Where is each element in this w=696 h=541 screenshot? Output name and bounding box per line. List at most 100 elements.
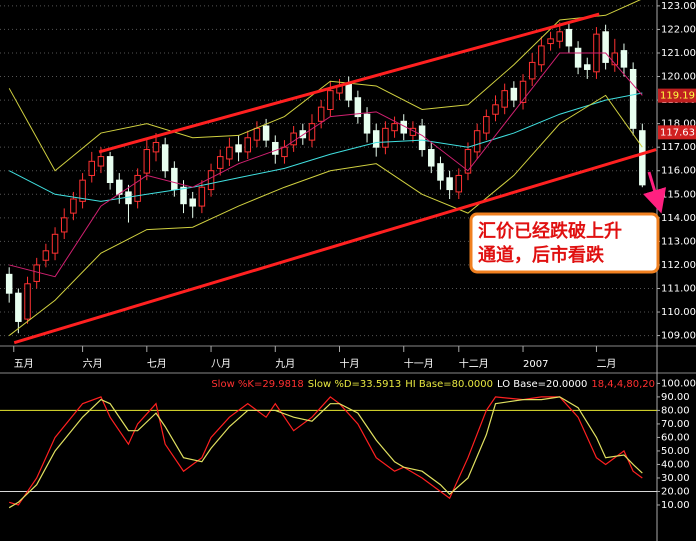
candle-body <box>428 149 435 167</box>
candle-body <box>152 141 160 153</box>
candle-body <box>88 160 96 176</box>
candle-body <box>42 250 50 261</box>
candle-body <box>372 130 380 148</box>
candle-body <box>51 233 59 254</box>
overlay-line <box>8 0 641 172</box>
candle-body <box>290 132 297 146</box>
candle-body <box>437 163 444 181</box>
candle-body <box>501 90 508 108</box>
trend-line <box>13 148 657 345</box>
candle-body <box>611 52 619 66</box>
annotation: 汇价已经跌破上升 通道，后市看跌 <box>469 212 660 274</box>
candle-body <box>565 28 573 47</box>
annotation-box <box>469 212 660 274</box>
y-tick-label: 111.00 <box>661 283 696 294</box>
overlay-line <box>9 52 643 278</box>
candle-body <box>483 116 490 134</box>
x-tick-label: 五月 <box>14 358 34 370</box>
price-marker <box>658 125 696 140</box>
y-tick-label: 60.00 <box>661 432 690 443</box>
candle-body <box>235 144 242 153</box>
candle-body <box>97 156 105 167</box>
y-tick-label: 30.00 <box>661 473 690 484</box>
price-marker-label: 119.19 <box>660 91 695 102</box>
candle-body <box>226 146 233 160</box>
header-item: 18,4,4,80,20 <box>591 379 655 390</box>
candle-body <box>70 198 77 214</box>
candle-body <box>473 130 481 153</box>
candle-body <box>354 97 362 118</box>
price-panel: 109.00 110.00 111.00 112.00 113.00 114.00 115.… <box>0 0 696 370</box>
candle-body <box>15 292 22 322</box>
candle-body <box>24 283 31 320</box>
indicator-line <box>9 396 643 506</box>
candle-body <box>639 130 646 186</box>
candle-body <box>492 104 499 115</box>
overlay-line <box>8 92 643 202</box>
candle-body <box>391 123 398 132</box>
indicator-line <box>8 396 643 509</box>
y-tick-label: 20.00 <box>661 486 690 497</box>
annotation-text: 汇价已经跌破上升 <box>478 220 622 242</box>
arrow <box>643 171 667 214</box>
price-marker-label: 117.63 <box>660 127 695 138</box>
x-tick-label: 八月 <box>211 358 231 370</box>
candle-body <box>382 127 389 148</box>
y-tick-label: 40.00 <box>661 459 690 470</box>
candle-body <box>455 174 463 193</box>
candle-body <box>556 31 563 42</box>
y-tick-label: 109.00 <box>661 331 696 342</box>
y-tick-label: 80.00 <box>661 405 690 416</box>
candle-body <box>574 47 582 68</box>
candle-body <box>161 144 169 172</box>
candle-body <box>171 167 178 191</box>
candle-body <box>538 45 545 66</box>
candle-body <box>629 68 637 129</box>
x-tick-label: 十二月 <box>459 357 489 370</box>
trend-line <box>98 12 600 154</box>
candle-body <box>345 83 352 101</box>
candle-body <box>299 130 307 139</box>
y-tick-label: 120.00 <box>661 72 696 83</box>
candle-body <box>317 106 325 122</box>
y-tick-label: 112.00 <box>661 260 696 271</box>
candle-body <box>198 186 206 207</box>
candle-body <box>106 156 114 184</box>
candle-body <box>272 141 279 155</box>
overlay-line <box>8 94 643 336</box>
y-tick-label: 100.00 <box>661 378 696 389</box>
y-tick-label: 90.00 <box>661 392 690 403</box>
y-tick-label: 116.00 <box>661 166 696 177</box>
x-tick-label: 七月 <box>147 358 167 370</box>
candle-body <box>134 174 141 202</box>
y-tick-label: 121.00 <box>661 48 696 59</box>
candle-body <box>253 127 261 141</box>
x-tick-label: 十月 <box>340 357 360 370</box>
candle-body <box>262 125 270 141</box>
y-tick-label: 10.00 <box>661 500 690 511</box>
candle-body <box>446 177 453 191</box>
header-item: LO Base=20.0000 <box>497 379 587 390</box>
indicator-header: Slow %K=29.9818 Slow %D=33.5913 HI Base=80… <box>211 379 655 390</box>
candle-body <box>519 80 527 103</box>
candle-body <box>547 38 554 45</box>
candle-body <box>602 31 609 63</box>
candle-body <box>180 186 187 205</box>
header-item: Slow %D=33.5913 <box>308 379 402 390</box>
y-tick-label: 115.00 <box>661 189 696 200</box>
candle-body <box>79 179 86 202</box>
candle-body <box>464 149 472 174</box>
candle-body <box>510 87 518 101</box>
price-marker <box>658 88 696 103</box>
candle-body <box>584 64 591 70</box>
y-tick-label: 113.00 <box>661 236 696 247</box>
y-tick-label: 70.00 <box>661 419 690 430</box>
y-tick-label: 114.00 <box>661 213 696 224</box>
candle-body <box>418 125 426 151</box>
candle-body <box>528 61 536 80</box>
candle-body <box>620 50 628 68</box>
y-tick-label: 118.00 <box>661 119 696 130</box>
candle-body <box>327 90 334 111</box>
